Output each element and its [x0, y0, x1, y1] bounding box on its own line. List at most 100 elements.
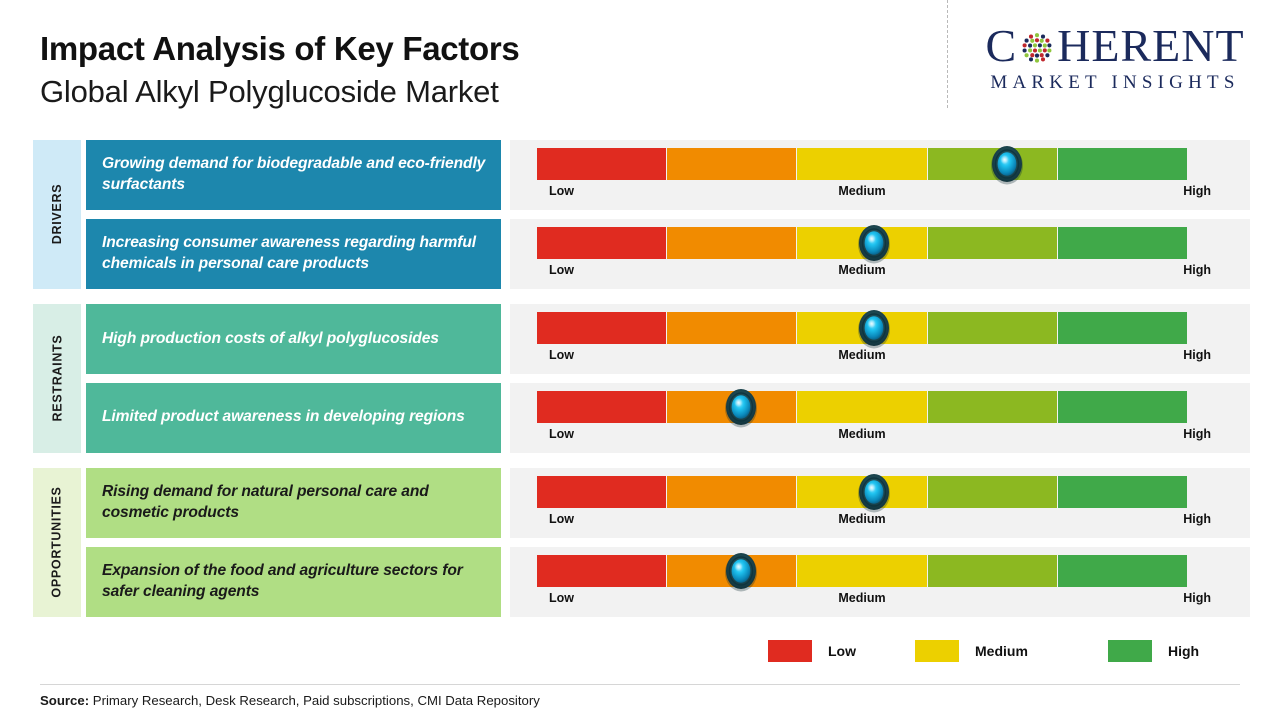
- impact-marker[interactable]: [852, 303, 896, 353]
- gauge-segment-4: [927, 476, 1058, 508]
- factor-text: High production costs of alkyl polygluco…: [102, 329, 439, 347]
- impact-marker[interactable]: [719, 382, 763, 432]
- logo-wordmark: C: [965, 22, 1265, 70]
- impact-gauge[interactable]: Low Medium High: [510, 546, 1250, 617]
- logo-word-herent: HERENT: [1057, 20, 1245, 71]
- page-header: Impact Analysis of Key Factors Global Al…: [0, 0, 1280, 128]
- factor-box[interactable]: High production costs of alkyl polygluco…: [86, 304, 501, 374]
- factor-box[interactable]: Rising demand for natural personal care …: [86, 468, 501, 538]
- legend-label: Medium: [975, 643, 1028, 659]
- gauge-scale-labels: Low Medium High: [537, 184, 1211, 202]
- gauge-segment-4: [927, 390, 1058, 423]
- gauge-label-high: High: [1183, 348, 1211, 362]
- gauge-label-low: Low: [549, 262, 574, 277]
- gauge-track: [537, 476, 1188, 508]
- page-subtitle: Global Alkyl Polyglucoside Market: [40, 73, 499, 109]
- gauge-label-low: Low: [549, 590, 574, 605]
- source-label: Source:: [40, 693, 90, 708]
- gauge-segment-1: [537, 554, 668, 587]
- gauge-label-low: Low: [549, 184, 574, 198]
- gauge-scale-labels: Low Medium High: [537, 348, 1211, 366]
- gauge-scale-labels: Low Medium High: [537, 426, 1211, 445]
- gauge-segment-2: [667, 312, 798, 344]
- gauge-segment-3: [797, 148, 928, 180]
- gauge-label-medium: Medium: [838, 262, 886, 277]
- impact-gauge[interactable]: Low Medium High: [510, 140, 1250, 210]
- gauge-segment-4: [927, 226, 1058, 259]
- gauge-label-medium: Medium: [838, 184, 886, 198]
- gauge-segment-5: [1057, 226, 1188, 259]
- page-title: Impact Analysis of Key Factors: [40, 30, 520, 67]
- impact-marker[interactable]: [852, 218, 896, 268]
- impact-legend: Low Medium High: [0, 640, 1280, 674]
- category-label-text: DRIVERS: [50, 184, 64, 245]
- factor-text: Expansion of the food and agriculture se…: [102, 561, 463, 600]
- gauge-segment-5: [1057, 554, 1188, 587]
- impact-marker[interactable]: [985, 139, 1029, 189]
- factor-box[interactable]: Increasing consumer awareness regarding …: [86, 218, 501, 289]
- legend-item-high: High: [1108, 640, 1199, 662]
- category-label-opportunities: OPPORTUNITIES: [33, 468, 81, 617]
- footer-divider: [40, 684, 1240, 685]
- category-label-text: OPPORTUNITIES: [50, 486, 65, 598]
- gauge-segment-2: [667, 148, 798, 180]
- impact-matrix: DRIVERS Growing demand for biodegradable …: [0, 140, 1280, 617]
- gauge-segment-3: [797, 554, 928, 587]
- legend-swatch-high: [1108, 640, 1152, 662]
- gauge-label-medium: Medium: [838, 590, 886, 605]
- category-label-restraints: RESTRAINTS: [33, 304, 81, 453]
- gauge-scale-labels: Low Medium High: [537, 590, 1211, 609]
- gauge-segment-1: [537, 476, 668, 508]
- legend-item-low: Low: [768, 640, 856, 662]
- gauge-segment-2: [667, 476, 798, 508]
- gauge-label-medium: Medium: [838, 348, 886, 362]
- legend-swatch-medium: [915, 640, 959, 662]
- factor-text: Growing demand for biodegradable and eco…: [102, 155, 486, 193]
- gauge-label-high: High: [1183, 512, 1211, 526]
- gauge-segment-5: [1057, 148, 1188, 180]
- coherent-market-insights-logo: C: [965, 22, 1265, 100]
- impact-gauge[interactable]: Low Medium High: [510, 304, 1250, 374]
- source-text: Primary Research, Desk Research, Paid su…: [89, 693, 540, 708]
- category-label-text: RESTRAINTS: [50, 334, 64, 422]
- impact-marker[interactable]: [852, 467, 896, 517]
- gauge-segment-5: [1057, 390, 1188, 423]
- gauge-segment-2: [667, 226, 798, 259]
- gauge-segment-5: [1057, 476, 1188, 508]
- factor-text: Increasing consumer awareness regarding …: [102, 233, 477, 272]
- gauge-label-medium: Medium: [838, 512, 886, 526]
- legend-swatch-low: [768, 640, 812, 662]
- logo-letter-c: C: [985, 20, 1018, 71]
- globe-dots-icon: [1018, 29, 1057, 67]
- logo-tagline: MARKET INSIGHTS: [990, 72, 1240, 93]
- factor-box[interactable]: Limited product awareness in developing …: [86, 382, 501, 453]
- gauge-label-low: Low: [549, 426, 574, 441]
- factor-box[interactable]: Growing demand for biodegradable and eco…: [86, 140, 501, 210]
- gauge-label-high: High: [1183, 184, 1211, 198]
- gauge-label-low: Low: [549, 348, 574, 362]
- impact-gauge[interactable]: Low Medium High: [510, 218, 1250, 289]
- legend-label: Low: [828, 643, 856, 659]
- gauge-segment-1: [537, 226, 668, 259]
- factor-box[interactable]: Expansion of the food and agriculture se…: [86, 546, 501, 617]
- category-label-drivers: DRIVERS: [33, 140, 81, 289]
- gauge-segment-3: [797, 390, 928, 423]
- gauge-track: [537, 390, 1188, 423]
- gauge-scale-labels: Low Medium High: [537, 262, 1211, 281]
- gauge-segment-4: [927, 554, 1058, 587]
- gauge-track: [537, 312, 1188, 344]
- impact-gauge[interactable]: Low Medium High: [510, 468, 1250, 538]
- impact-marker[interactable]: [719, 546, 763, 596]
- gauge-segment-4: [927, 312, 1058, 344]
- gauge-track: [537, 554, 1188, 587]
- legend-label: High: [1168, 643, 1200, 659]
- impact-gauge[interactable]: Low Medium High: [510, 382, 1250, 453]
- gauge-segment-1: [537, 148, 668, 180]
- factor-text: Limited product awareness in developing …: [102, 408, 465, 426]
- logo-divider: [947, 0, 948, 108]
- title-block: Impact Analysis of Key Factors Global Al…: [40, 30, 520, 110]
- gauge-label-high: High: [1183, 590, 1211, 605]
- gauge-track: [537, 148, 1188, 180]
- legend-item-medium: Medium: [915, 640, 1028, 662]
- gauge-segment-1: [537, 390, 668, 423]
